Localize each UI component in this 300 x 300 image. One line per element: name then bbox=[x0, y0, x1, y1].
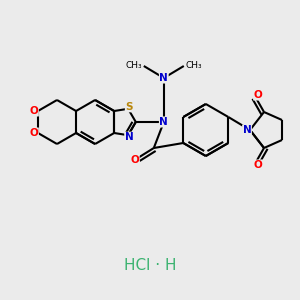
Text: CH₃: CH₃ bbox=[125, 61, 142, 70]
Text: O: O bbox=[254, 160, 262, 170]
Text: O: O bbox=[30, 128, 38, 138]
Text: O: O bbox=[130, 155, 139, 165]
Text: N: N bbox=[159, 73, 168, 83]
Text: N: N bbox=[125, 132, 134, 142]
Text: O: O bbox=[30, 106, 38, 116]
Text: N: N bbox=[243, 125, 251, 135]
Text: O: O bbox=[254, 90, 262, 100]
Text: HCl · H: HCl · H bbox=[124, 258, 176, 273]
Text: N: N bbox=[159, 117, 168, 127]
Text: CH₃: CH₃ bbox=[186, 61, 202, 70]
Text: S: S bbox=[125, 102, 133, 112]
